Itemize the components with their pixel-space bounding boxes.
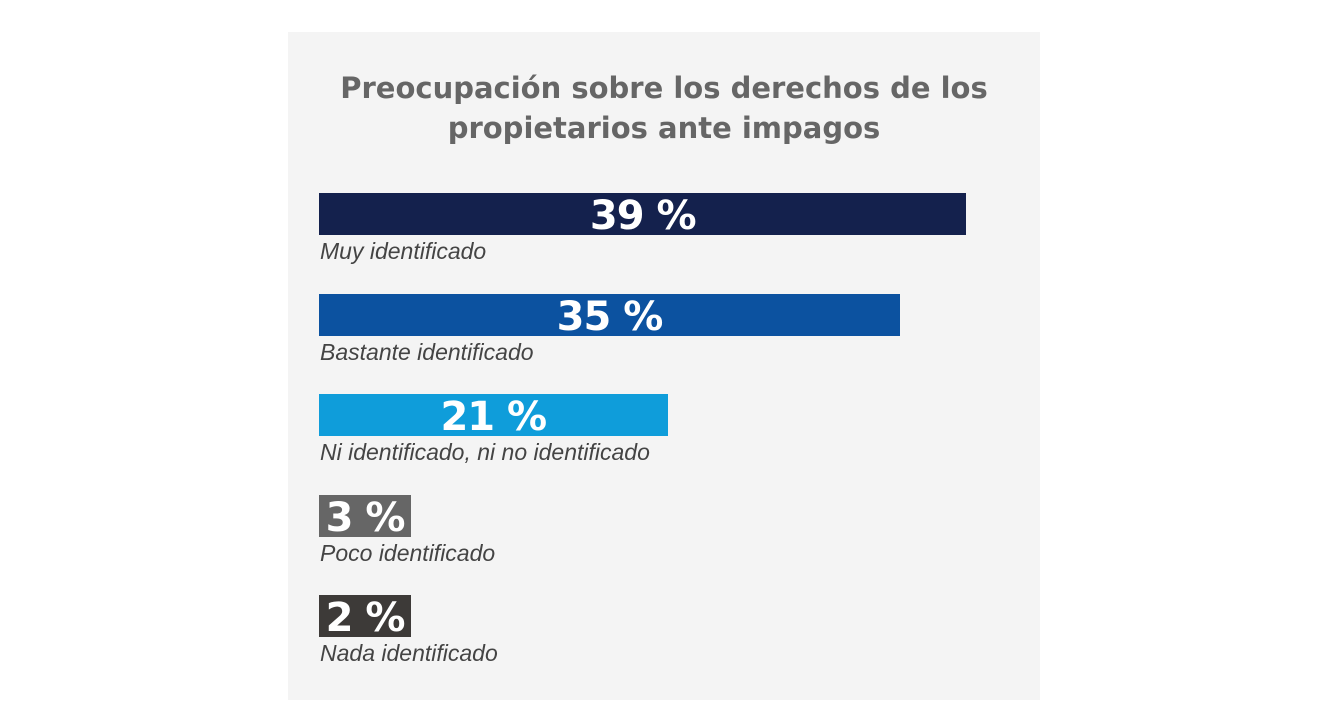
value-label: 35 % xyxy=(556,293,664,336)
chart-panel: Preocupación sobre los derechos de los p… xyxy=(288,32,1040,700)
chart-title: Preocupación sobre los derechos de los p… xyxy=(288,68,1040,148)
bar-2: 21 % xyxy=(319,394,668,436)
value-label: 21 % xyxy=(440,394,547,436)
bar-1: 35 % xyxy=(319,293,900,336)
category-label: Poco identificado xyxy=(320,539,496,566)
bar-3: 3 % xyxy=(319,494,411,537)
value-label: 39 % xyxy=(589,193,697,235)
title-line-2: propietarios ante impagos xyxy=(447,111,881,145)
value-label: 3 % xyxy=(325,494,406,537)
category-label: Bastante identificado xyxy=(320,338,534,365)
category-label: Ni identificado, ni no identificado xyxy=(320,439,650,465)
title-line-1: Preocupación sobre los derechos de los xyxy=(340,71,988,105)
bar-0: 39 % xyxy=(319,193,967,235)
category-label: Muy identificado xyxy=(320,238,487,264)
bar-4: 2 % xyxy=(319,595,411,637)
category-label: Nada identificado xyxy=(320,640,498,666)
value-label: 2 % xyxy=(325,595,406,637)
